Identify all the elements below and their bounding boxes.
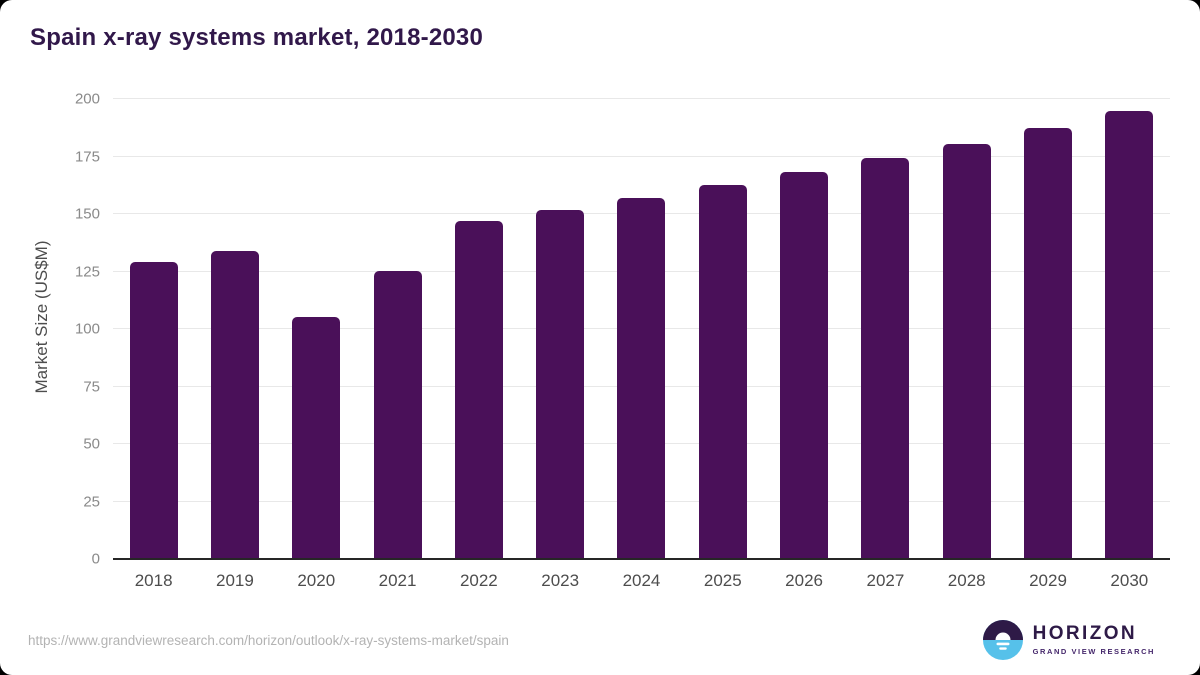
bar-2027[interactable]: [861, 158, 910, 559]
bar-slot-2019: 2019: [194, 99, 275, 590]
bar-slot-2022: 2022: [438, 99, 519, 590]
y-tick-label-150: 150: [74, 205, 100, 223]
y-axis-title: Market Size (US$M): [32, 240, 51, 394]
bar-2021[interactable]: [373, 270, 422, 559]
x-tick-label-2019: 2019: [216, 571, 254, 590]
bar-2030[interactable]: [1105, 110, 1154, 559]
x-tick-label-2024: 2024: [622, 571, 661, 590]
y-tick-label-200: 200: [74, 90, 100, 108]
bar-2029[interactable]: [1024, 128, 1073, 559]
bar-2025[interactable]: [698, 185, 747, 559]
chart-title: Spain x-ray systems market, 2018-2030: [30, 24, 484, 51]
logo-subtitle: GRAND VIEW RESEARCH: [1032, 646, 1155, 656]
x-tick-label-2021: 2021: [378, 571, 417, 590]
x-tick-label-2018: 2018: [134, 571, 173, 590]
bar-slot-2029: 2029: [1007, 99, 1088, 590]
bar-2020[interactable]: [292, 316, 341, 559]
bar-slot-2020: 2020: [276, 99, 357, 590]
bar-slot-2027: 2027: [845, 99, 926, 590]
y-tick-label-25: 25: [83, 493, 100, 510]
gridline-175: [113, 155, 1170, 157]
bar-slot-2026: 2026: [763, 99, 844, 590]
plot-area: 0 25 50 75 100 125 150 175 200 2018 2019 2020 2021 20…: [75, 91, 1170, 590]
y-tick-label-75: 75: [83, 378, 100, 395]
y-tick-label-0: 0: [91, 550, 100, 568]
x-tick-label-2026: 2026: [785, 571, 824, 590]
horizon-logo: HORIZON GRAND VIEW RESEARCH: [982, 619, 1155, 661]
bar-2028[interactable]: [942, 144, 991, 559]
x-tick-label-2029: 2029: [1029, 571, 1067, 590]
horizon-sunrise-icon: [982, 620, 1023, 660]
y-tick-label-100: 100: [74, 320, 100, 338]
x-tick-label-2025: 2025: [703, 571, 742, 590]
bar-slot-2025: 2025: [682, 99, 763, 590]
x-tick-label-2030: 2030: [1110, 571, 1149, 590]
bar-slot-2024: 2024: [601, 99, 682, 590]
logo-text: HORIZON GRAND VIEW RESEARCH: [1032, 623, 1155, 656]
bar-2019[interactable]: [210, 250, 259, 559]
x-axis-line: [113, 558, 1170, 560]
bar-2018[interactable]: [129, 261, 178, 559]
x-tick-label-2028: 2028: [947, 571, 986, 590]
x-tick-label-2023: 2023: [541, 571, 580, 590]
gridline-200: [113, 98, 1170, 99]
bar-2024[interactable]: [617, 197, 666, 559]
y-tick-label-175: 175: [74, 148, 100, 165]
x-tick-label-2020: 2020: [297, 571, 336, 590]
y-tick-label-125: 125: [74, 263, 100, 280]
bar-slot-2028: 2028: [926, 99, 1007, 590]
y-tick-label-50: 50: [83, 435, 100, 453]
source-url: https://www.grandviewresearch.com/horizo…: [28, 633, 509, 648]
logo-title: HORIZON: [1032, 623, 1138, 645]
bar-slot-2021: 2021: [357, 99, 438, 590]
bar-slot-2030: 2030: [1089, 99, 1170, 590]
bar-2026[interactable]: [780, 171, 829, 559]
x-tick-label-2027: 2027: [866, 571, 905, 590]
bar-slot-2018: 2018: [113, 99, 194, 590]
bar-2022[interactable]: [454, 221, 503, 559]
x-tick-label-2022: 2022: [459, 571, 498, 590]
bar-2023[interactable]: [536, 210, 585, 559]
bar-slot-2023: 2023: [520, 99, 601, 590]
